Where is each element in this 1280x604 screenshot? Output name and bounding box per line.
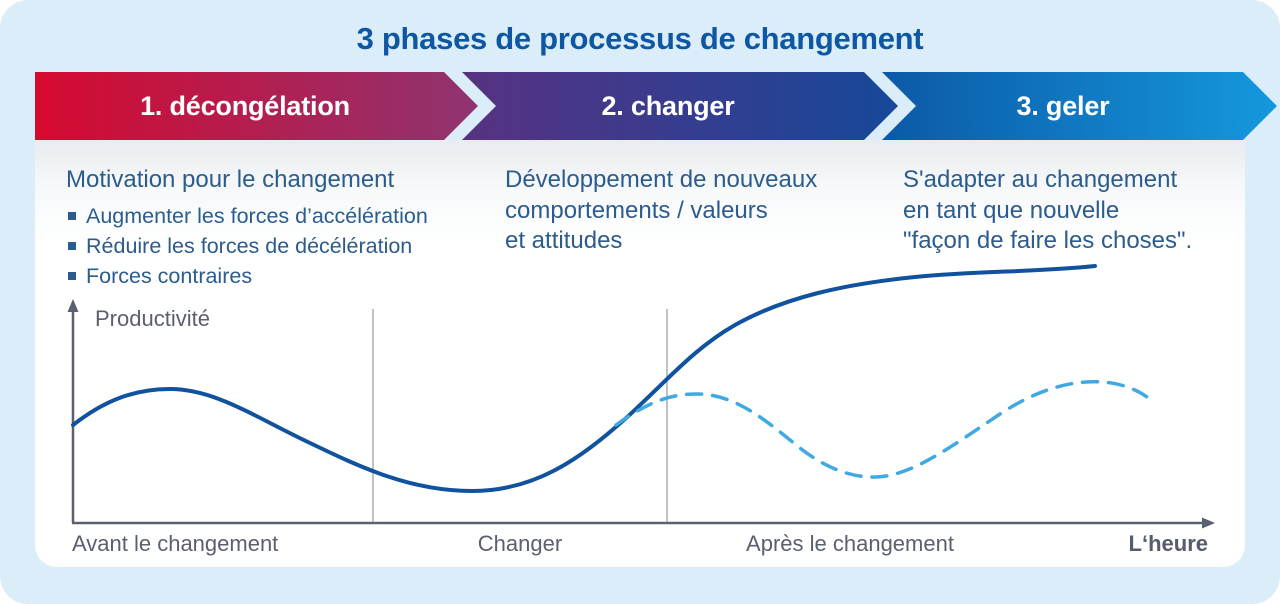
list-item: Augmenter les forces d’accélération [66,202,486,232]
phase1-description-heading: Motivation pour le changement [66,166,395,193]
phase2-arrow-shape [462,72,898,140]
phase1-bullet-list: Augmenter les forces d’accélération Rédu… [66,202,486,292]
phase2-description-line: Développement de nouveaux [505,166,818,193]
list-item: Forces contraires [66,262,486,292]
phase-arrow-band: 1. décongélation 2. changer 3. geler [0,72,1280,140]
page-title: 3 phases de processus de changement [356,21,924,56]
phase1-arrow-shape [35,72,478,140]
x-axis-label-time: L‘heure [1128,531,1208,556]
phase-arrows-graphic [35,72,1277,140]
bullet-text: Forces contraires [86,264,253,288]
bullet-text: Augmenter les forces d’accélération [86,204,428,228]
x-axis-label-change: Changer [477,531,563,556]
phase2-label: 2. changer [601,90,735,121]
bullet-square-icon [68,242,76,250]
phase3-description: S'adapter au changement en tant que nouv… [903,165,1233,257]
list-item: Réduire les forces de décélération [66,232,486,262]
phase2-description-line: et attitudes [505,227,623,254]
phase3-description-line: S'adapter au changement [903,166,1178,193]
y-axis-label: Productivité [95,306,210,331]
phase2-description: Développement de nouveaux comportements … [505,165,865,257]
phase1-label: 1. décongélation [140,90,350,121]
bullet-square-icon [68,212,76,220]
x-axis-label-before-change: Avant le changement [72,531,279,556]
phase3-arrow-shape [882,72,1277,140]
phase3-description-line: "façon de faire les choses". [903,227,1193,254]
bullet-text: Réduire les forces de décélération [86,234,413,258]
phase1-description: Motivation pour le changement Augmenter … [66,165,486,292]
bullet-square-icon [68,272,76,280]
phase3-label: 3. geler [1016,90,1110,121]
x-axis-label-after-change: Après le changement [746,531,954,556]
phase3-description-line: en tant que nouvelle [903,196,1120,224]
phase2-description-line: comportements / valeurs [505,196,768,224]
